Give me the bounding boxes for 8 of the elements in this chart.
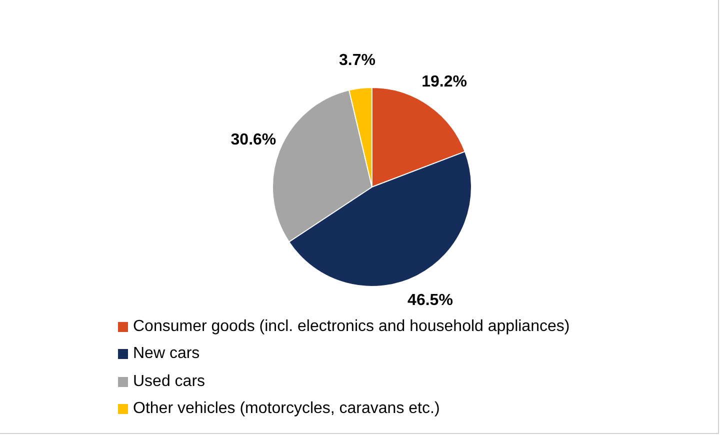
data-label: 19.2%: [422, 73, 468, 90]
legend-label: Other vehicles (motorcycles, caravans etc.): [133, 400, 440, 418]
data-label: 30.6%: [230, 131, 276, 148]
legend-label: Consumer goods (incl. electronics and household appliances): [133, 318, 570, 336]
data-label: 3.7%: [338, 52, 376, 69]
legend-label: Used cars: [133, 372, 206, 391]
data-label: 46.5%: [408, 292, 453, 309]
legend-label: New cars: [133, 345, 200, 364]
